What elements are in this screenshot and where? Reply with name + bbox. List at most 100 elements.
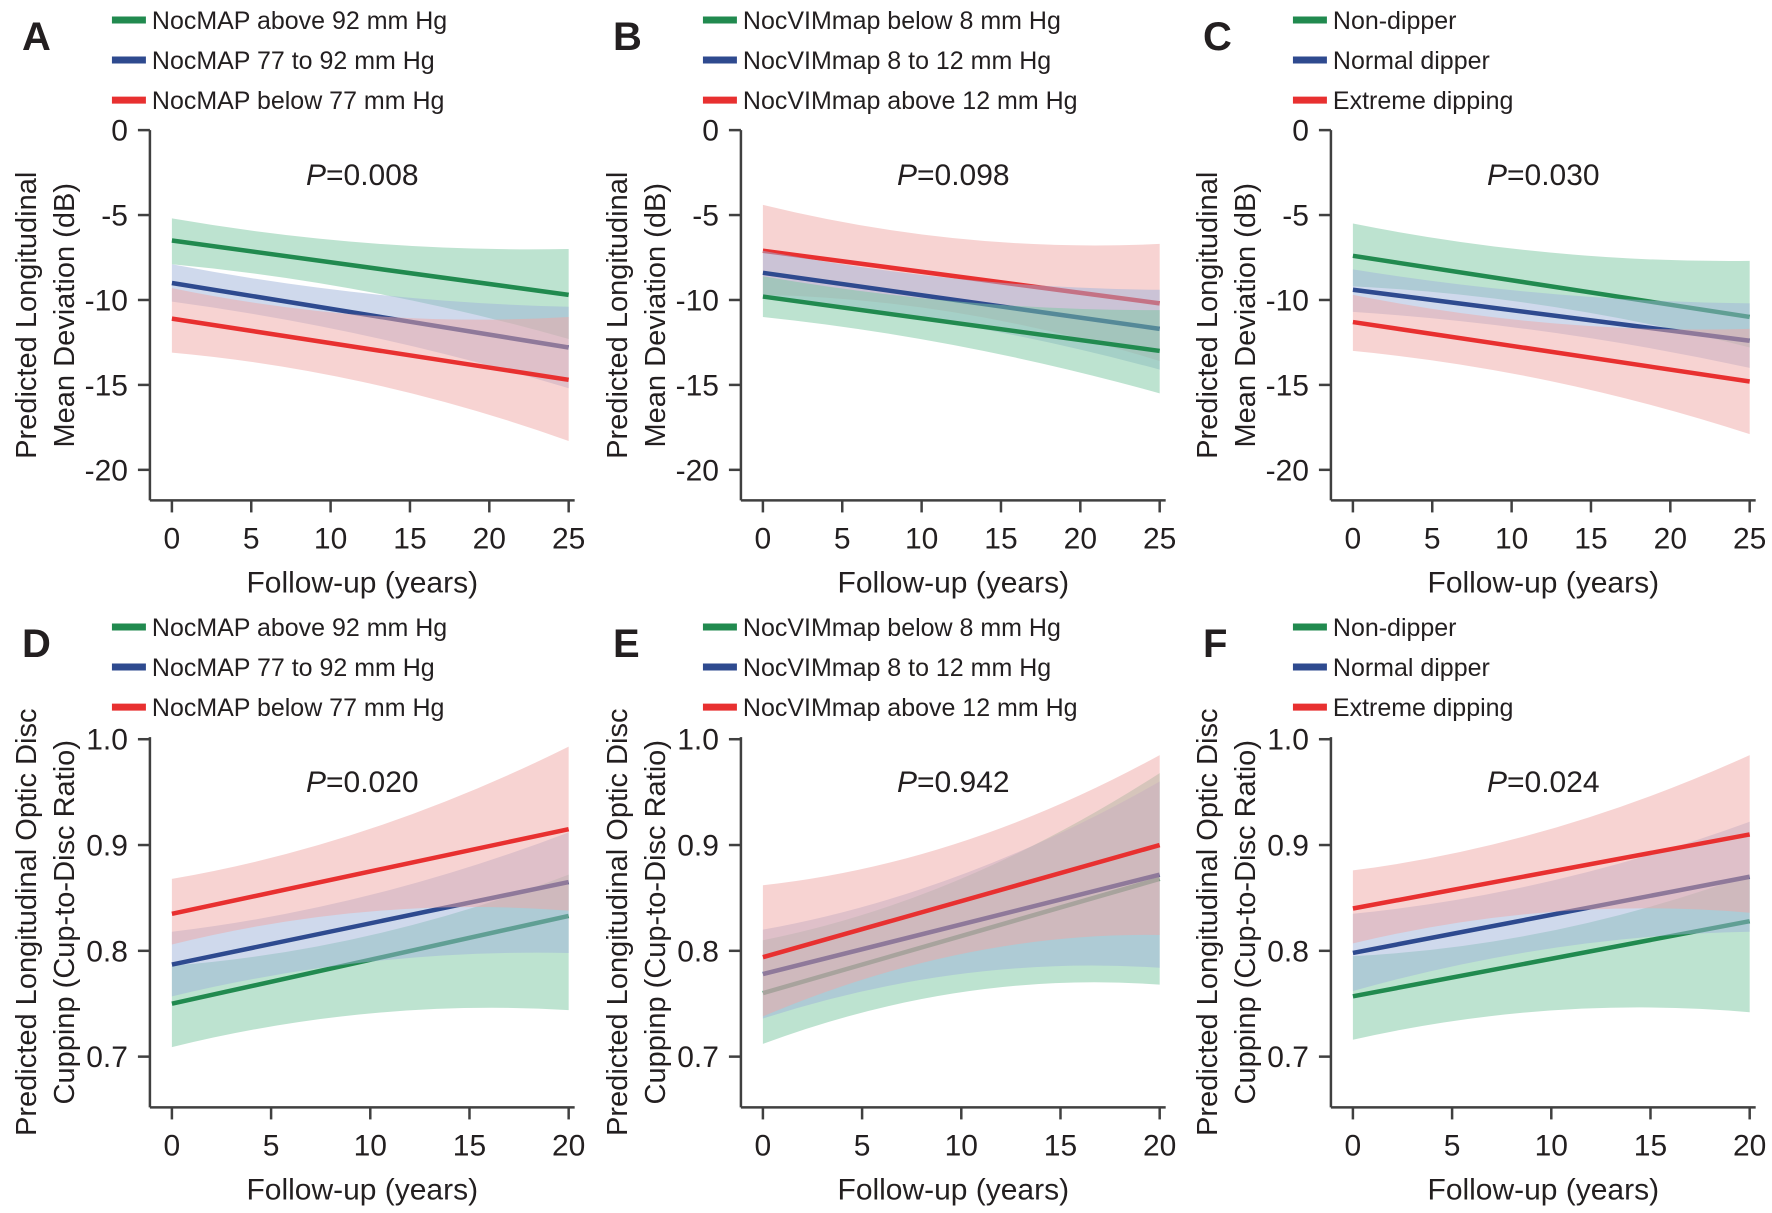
regression-line-green	[171, 238, 569, 298]
confidence-band-red	[1353, 294, 1751, 435]
panel-F: F Non-dipper Normal dipper Extreme dipping 1…	[1181, 607, 1772, 1213]
regression-line-green	[762, 294, 1160, 354]
y-tick-label: -20	[1266, 454, 1309, 487]
y-axis-title-line2: Mean Deviation (dB)	[640, 183, 672, 448]
x-tick-label: 10	[314, 522, 347, 555]
y-axis-title-line1: Predicted Longitudinal Optic Disc	[1192, 708, 1224, 1135]
y-tick-label: -15	[675, 369, 718, 402]
y-axis-title-line2: Mean Deviation (dB)	[1230, 183, 1262, 448]
x-tick-label: 20	[1733, 1129, 1766, 1162]
x-tick-label: 10	[905, 522, 938, 555]
y-tick-label: -20	[85, 454, 128, 487]
x-tick-label: 10	[354, 1129, 387, 1162]
y-tick-label: 1.0	[86, 723, 128, 756]
legend-item-label: NocMAP below 77 mm Hg	[152, 87, 444, 115]
y-tick-label: -15	[1266, 369, 1309, 402]
y-tick-label: -5	[692, 200, 719, 233]
p-value-number: =0.008	[326, 159, 419, 192]
p-value-symbol: P	[306, 159, 326, 192]
p-value-symbol: P	[306, 766, 326, 799]
legend: Non-dipper Normal dipper Extreme dipping	[1293, 7, 1514, 115]
x-tick-label: 20	[473, 522, 506, 555]
x-tick-label: 20	[1143, 1129, 1176, 1162]
y-axis-title-line2: Cuppinp (Cup-to-Disc Ratio)	[640, 740, 672, 1105]
x-axis-title: Follow-up (years)	[247, 1173, 479, 1206]
x-tick-label: 15	[1575, 522, 1608, 555]
x-tick-label: 0	[1345, 522, 1362, 555]
regression-line-red	[1352, 319, 1751, 384]
plot-area	[1352, 754, 1751, 1040]
panel-letter: C	[1203, 15, 1232, 59]
p-value-symbol: P	[897, 766, 917, 799]
legend-item-label: NocVIMmap above 12 mm Hg	[743, 694, 1078, 722]
p-value-symbol: P	[897, 159, 917, 192]
y-tick-label: 0.7	[1268, 1041, 1310, 1074]
regression-line-red	[171, 826, 570, 916]
chart-E: E NocVIMmap below 8 mm Hg NocVIMmap 8 to 1…	[602, 614, 1176, 1206]
y-axis-title-line2: Cuppinp (Cup-to-Disc Ratio)	[49, 740, 81, 1105]
x-tick-label: 0	[164, 522, 181, 555]
x-tick-label: 10	[944, 1129, 977, 1162]
y-axis-title-line2: Mean Deviation (dB)	[49, 183, 81, 448]
panel-B: B NocVIMmap below 8 mm Hg NocVIMmap 8 to 1…	[591, 0, 1182, 607]
plot-area	[761, 754, 1160, 1044]
legend-item-label: NocMAP 77 to 92 mm Hg	[152, 47, 435, 75]
confidence-band-red	[171, 746, 569, 944]
panel-E: E NocVIMmap below 8 mm Hg NocVIMmap 8 to 1…	[591, 607, 1182, 1213]
x-tick-label: 5	[243, 522, 260, 555]
panel-letter: B	[613, 15, 642, 59]
x-tick-label: 15	[984, 522, 1017, 555]
p-value-symbol: P	[1487, 766, 1507, 799]
x-tick-label: 0	[164, 1129, 181, 1162]
panel-letter: A	[22, 15, 51, 59]
p-value-number: =0.098	[917, 159, 1010, 192]
legend-item-label: Normal dipper	[1333, 47, 1490, 75]
x-axis-title: Follow-up (years)	[837, 1173, 1069, 1206]
p-value-label: P=0.942	[897, 766, 1010, 799]
legend: NocVIMmap below 8 mm Hg NocVIMmap 8 to 12…	[702, 7, 1077, 115]
y-tick-label: -10	[675, 284, 718, 317]
y-tick-label: 1.0	[677, 723, 719, 756]
x-tick-label: 20	[1063, 522, 1096, 555]
chart-A: A NocMAP above 92 mm Hg NocMAP 77 to 92 mm…	[11, 7, 585, 599]
legend-item-label: NocMAP 77 to 92 mm Hg	[152, 654, 435, 682]
confidence-band-red	[1353, 754, 1751, 943]
p-value-label: P=0.098	[897, 159, 1010, 192]
x-axis-title: Follow-up (years)	[837, 566, 1069, 599]
panel-letter: F	[1203, 622, 1227, 666]
legend-item-label: NocVIMmap 8 to 12 mm Hg	[743, 654, 1051, 682]
plot-area	[762, 204, 1160, 394]
p-value-label: P=0.008	[306, 159, 419, 192]
chart-C: C Non-dipper Normal dipper Extreme dipping 0…	[1192, 7, 1766, 599]
p-value-number: =0.024	[1507, 766, 1600, 799]
confidence-band-green	[762, 276, 1160, 394]
x-tick-label: 25	[1143, 522, 1176, 555]
x-axis-title: Follow-up (years)	[1428, 566, 1660, 599]
y-tick-label: -10	[1266, 284, 1309, 317]
x-tick-label: 5	[853, 1129, 870, 1162]
legend-item-label: Normal dipper	[1333, 654, 1490, 682]
y-tick-label: 0.9	[1268, 829, 1310, 862]
x-axis-title: Follow-up (years)	[1428, 1173, 1660, 1206]
legend-item-label: NocMAP below 77 mm Hg	[152, 694, 444, 722]
confidence-band-red	[171, 288, 569, 441]
y-tick-label: -5	[101, 200, 128, 233]
x-tick-label: 10	[1495, 522, 1528, 555]
legend-item-label: NocMAP above 92 mm Hg	[152, 7, 447, 35]
p-value-number: =0.030	[1507, 159, 1600, 192]
y-tick-label: 0.7	[86, 1041, 128, 1074]
chart-D: D NocMAP above 92 mm Hg NocMAP 77 to 92 mm…	[11, 614, 585, 1206]
confidence-band-red	[762, 754, 1160, 1016]
legend: Non-dipper Normal dipper Extreme dipping	[1293, 614, 1514, 722]
p-value-symbol: P	[1487, 159, 1507, 192]
x-tick-label: 20	[552, 1129, 585, 1162]
panel-D: D NocMAP above 92 mm Hg NocMAP 77 to 92 mm…	[0, 607, 591, 1213]
plot-area	[171, 746, 570, 1047]
x-tick-label: 0	[754, 1129, 771, 1162]
x-tick-label: 25	[552, 522, 585, 555]
legend-item-label: Non-dipper	[1333, 614, 1457, 642]
chart-B: B NocVIMmap below 8 mm Hg NocVIMmap 8 to 1…	[602, 7, 1176, 599]
regression-line-red	[171, 316, 570, 383]
regression-line-red	[761, 842, 1160, 959]
y-axis-title-line1: Predicted Longitudinal	[602, 172, 634, 459]
